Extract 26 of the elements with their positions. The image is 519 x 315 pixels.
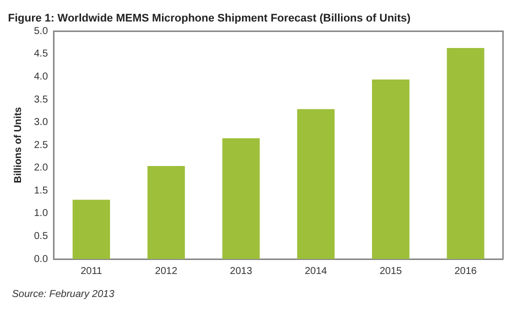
x-tick-label: 2011 — [80, 266, 103, 277]
y-tick-label: 2.0 — [34, 162, 48, 174]
y-tick-label: 0.0 — [34, 254, 48, 265]
bar — [222, 138, 260, 259]
chart-title: Figure 1: Worldwide MEMS Microphone Shipment Forecast (Billions of Units) — [8, 12, 411, 25]
bar — [446, 48, 484, 259]
y-tick-label: 4.0 — [34, 72, 48, 83]
bar — [147, 166, 185, 259]
y-tick-label: 3.5 — [34, 94, 48, 106]
y-tick-label: 1.5 — [34, 185, 48, 196]
x-tick-label: 2013 — [230, 266, 253, 277]
y-axis-title: Billions of Units — [12, 106, 24, 184]
source-note: Source: February 2013 — [12, 289, 116, 300]
x-tick-label: 2016 — [454, 266, 478, 277]
y-tick-label: 2.5 — [34, 140, 48, 151]
bar — [297, 109, 335, 259]
y-tick-label: 1.0 — [34, 208, 48, 220]
bar — [72, 200, 110, 259]
y-tick-label: 0.5 — [34, 230, 48, 242]
x-tick-label: 2015 — [380, 266, 402, 277]
x-tick-label: 2012 — [155, 266, 178, 277]
y-tick-label: 4.5 — [34, 48, 48, 60]
x-tick-label: 2014 — [304, 266, 328, 277]
y-tick-label: 3.0 — [34, 117, 48, 128]
bar — [372, 79, 410, 259]
y-tick-label: 5.0 — [34, 26, 48, 37]
